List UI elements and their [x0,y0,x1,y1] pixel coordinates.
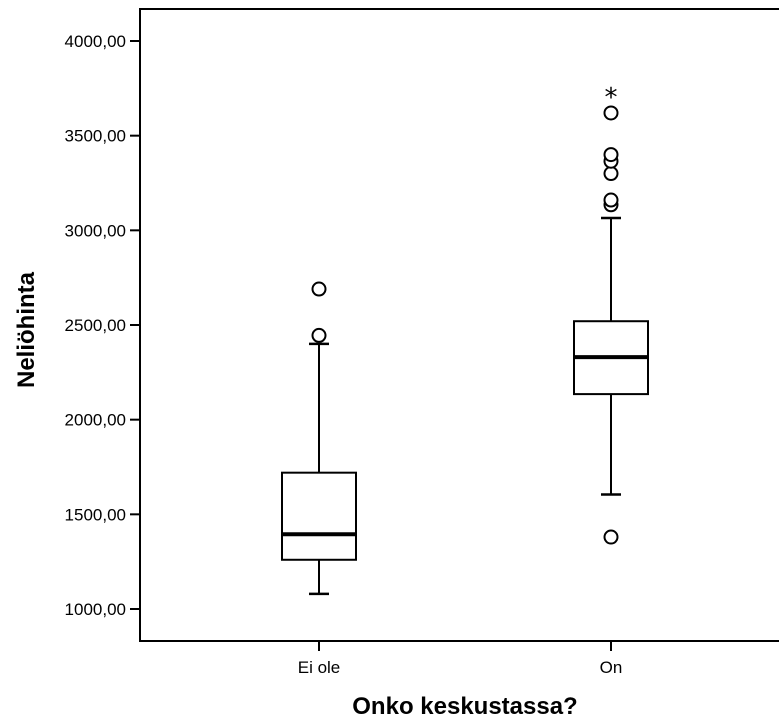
iqr-box [281,471,357,561]
extreme-point: * [605,83,618,113]
y-tick-label: 3000,00 [65,221,126,240]
x-axis: Ei ole On [298,641,623,677]
box-group-ei-ole [281,281,357,596]
box-group-on: * [573,83,649,545]
x-axis-title: Onko keskustassa? [352,693,577,720]
outlier-point [311,281,327,297]
y-axis: 1000,00 1500,00 2000,00 2500,00 3000,00 3500,… [65,32,140,619]
y-tick-label: 3500,00 [65,127,126,146]
x-tick-label: Ei ole [298,658,341,677]
boxes: * [281,83,649,596]
outlier-point [603,166,619,182]
plot-frame [139,8,779,642]
y-tick-label: 1500,00 [65,505,126,524]
outlier-point [603,192,619,208]
outlier-point [603,147,619,163]
x-tick-label: On [600,658,623,677]
outlier-point [311,327,327,343]
y-tick-label: 2500,00 [65,316,126,335]
y-axis-title: Neliöhinta [13,271,40,388]
y-tick-label: 2000,00 [65,411,126,430]
y-tick-label: 4000,00 [65,32,126,51]
outlier-point [603,105,619,121]
y-tick-label: 1000,00 [65,600,126,619]
outlier-point [603,529,619,545]
